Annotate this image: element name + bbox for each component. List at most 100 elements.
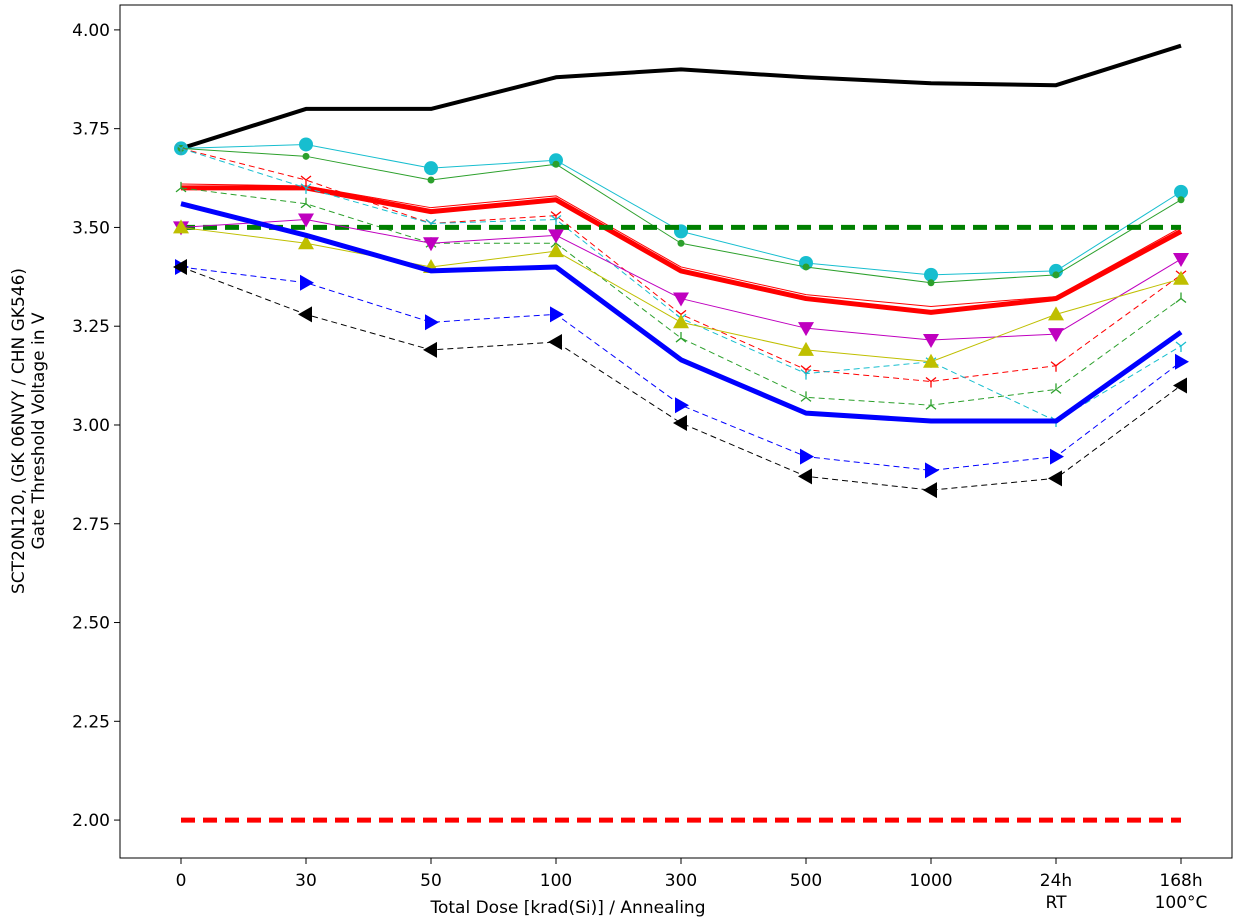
marker: [675, 332, 687, 343]
marker: [673, 314, 689, 329]
x-tick-label: 24h RT: [1040, 871, 1072, 913]
marker: [677, 239, 685, 247]
series-line: [180, 147, 1182, 284]
marker: [1173, 270, 1189, 285]
marker: [923, 353, 939, 368]
plot-frame: [119, 4, 1233, 859]
marker: [927, 279, 935, 287]
marker: [675, 397, 689, 414]
series: [175, 258, 1189, 479]
marker: [427, 176, 435, 184]
marker: [925, 377, 937, 388]
y-axis-label: SCT20N120, (GK 06NVY / CHN GK546) Gate T…: [9, 268, 49, 594]
marker: [425, 314, 439, 331]
marker: [673, 292, 689, 307]
series-line: [180, 266, 1182, 471]
y-tick-label: 4.00: [72, 21, 110, 41]
marker: [300, 175, 312, 187]
x-tick-label: 168h 100°C: [1155, 871, 1208, 913]
series: [173, 258, 1187, 499]
series: [181, 185, 1183, 315]
marker: [1173, 377, 1187, 394]
x-tick-label: 0: [176, 871, 187, 891]
series: [175, 143, 1187, 388]
x-tick-label: 1000: [909, 871, 952, 891]
series-line: [181, 185, 1183, 315]
marker: [302, 152, 310, 160]
marker: [923, 482, 937, 499]
marker: [802, 263, 810, 271]
marker: [1048, 306, 1064, 321]
series: [173, 213, 1189, 349]
y-axis-label-line: SCT20N120, (GK 06NVY / CHN GK546): [9, 268, 29, 594]
y-tick-label: 3.50: [72, 218, 110, 238]
marker: [925, 462, 939, 479]
marker: [550, 215, 562, 226]
series: [180, 43, 1182, 151]
y-tick-label: 3.25: [72, 317, 110, 337]
x-tick-label: 500: [790, 871, 822, 891]
marker: [798, 341, 814, 356]
series: [175, 143, 1187, 428]
marker: [924, 267, 938, 282]
y-tick-label: 3.00: [72, 416, 110, 436]
marker: [800, 391, 812, 402]
y-tick-label: 2.00: [72, 811, 110, 831]
marker: [1174, 184, 1188, 199]
marker: [1173, 253, 1189, 268]
series-line: [180, 147, 1182, 422]
marker: [1052, 271, 1060, 279]
series-line: [180, 143, 1182, 276]
marker: [298, 213, 314, 228]
marker: [1048, 328, 1064, 343]
marker: [1050, 448, 1064, 465]
marker: [548, 243, 564, 258]
marker: [798, 468, 812, 485]
series-line: [180, 266, 1182, 491]
marker: [1175, 292, 1187, 304]
x-tick-label: 100: [540, 871, 572, 891]
marker: [549, 153, 563, 168]
marker: [798, 322, 814, 337]
marker: [673, 415, 687, 432]
x-tick-label: 300: [665, 871, 697, 891]
marker: [299, 137, 313, 152]
marker: [300, 274, 314, 291]
marker: [423, 341, 437, 358]
marker: [548, 229, 564, 244]
y-tick-label: 2.50: [72, 614, 110, 634]
marker: [298, 235, 314, 250]
marker: [424, 161, 438, 176]
marker: [550, 306, 564, 323]
x-tick-label: 50: [420, 871, 442, 891]
marker: [1175, 353, 1189, 370]
marker: [175, 181, 187, 193]
marker: [298, 306, 312, 323]
marker: [1048, 470, 1062, 487]
series-line: [180, 183, 1182, 307]
series: [177, 144, 1185, 287]
y-tick-label: 3.75: [72, 120, 110, 140]
x-tick-label: 30: [295, 871, 317, 891]
series-line: [180, 147, 1182, 383]
marker: [1049, 263, 1063, 278]
marker: [552, 160, 560, 168]
marker: [1177, 196, 1185, 204]
marker: [923, 334, 939, 349]
marker: [173, 219, 189, 234]
marker: [1050, 361, 1062, 372]
marker: [423, 237, 439, 252]
y-tick-label: 2.25: [72, 712, 110, 732]
marker: [800, 448, 814, 465]
y-tick-label: 2.75: [72, 515, 110, 535]
series-line: [180, 201, 1183, 424]
marker: [925, 399, 937, 410]
marker: [1050, 383, 1062, 394]
marker: [300, 197, 312, 209]
series: [174, 137, 1188, 282]
x-axis-label: Total Dose [krad(Si)] / Annealing: [429, 898, 705, 918]
series-line: [180, 43, 1182, 151]
marker: [175, 143, 187, 155]
series: [180, 183, 1182, 307]
